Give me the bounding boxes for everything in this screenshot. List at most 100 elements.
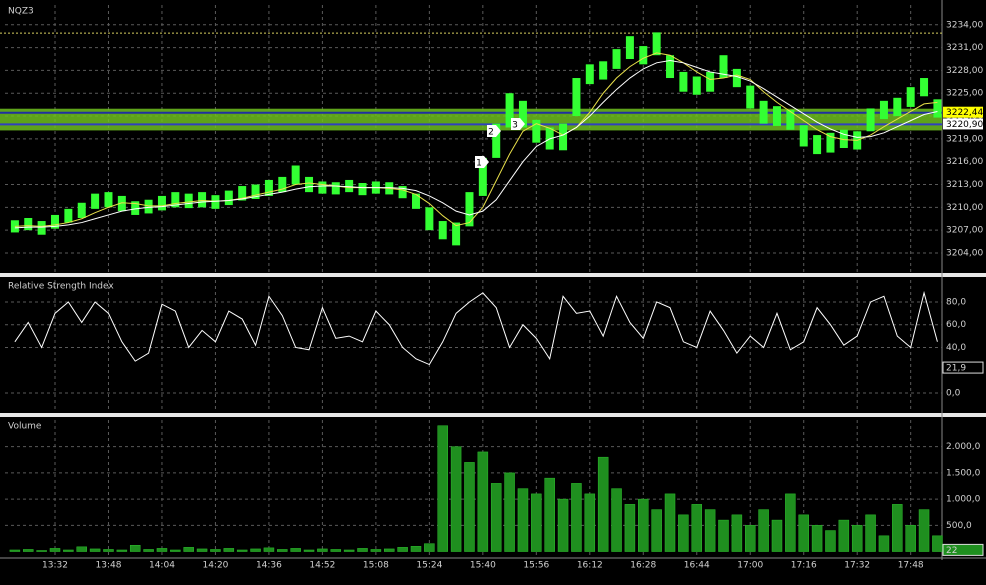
volume-bar — [116, 549, 128, 552]
x-tick-label: 16:12 — [577, 561, 603, 571]
price-bar — [291, 165, 300, 185]
price-bar — [933, 99, 942, 118]
volume-bar — [758, 509, 769, 552]
volume-bar — [838, 519, 850, 552]
y-tick-label: 0,0 — [946, 388, 961, 398]
volume-bar — [597, 456, 609, 552]
price-bar — [438, 221, 447, 240]
volume-bar — [384, 548, 395, 552]
trade-marker-label: 1 — [476, 159, 482, 169]
moving-average — [14, 52, 938, 227]
x-tick-label: 15:24 — [416, 561, 442, 571]
last-value-box — [942, 361, 984, 374]
price-bar — [492, 123, 501, 158]
y-tick-label: 3204,00 — [946, 248, 983, 258]
volume-bar — [277, 549, 288, 552]
price-bar — [839, 129, 848, 149]
price-bar — [224, 190, 233, 206]
last-value-label: 21,9 — [946, 364, 966, 374]
volume-bar — [250, 548, 261, 552]
price-bar — [652, 32, 661, 56]
y-tick-label: 500,0 — [946, 521, 972, 531]
price-bar — [144, 199, 153, 214]
volume-bar — [785, 493, 796, 552]
volume-bar — [664, 493, 676, 552]
volume-bar — [571, 483, 582, 552]
price-bar — [238, 186, 247, 201]
price-bar — [772, 106, 781, 126]
volume-bar — [624, 504, 636, 552]
volume-bar — [196, 548, 208, 552]
y-tick-label: 2.000,0 — [946, 442, 981, 452]
y-tick-label: 3207,00 — [946, 226, 983, 236]
y-tick-label: 3210,00 — [946, 203, 983, 213]
volume-bar — [771, 519, 783, 552]
x-tick-label: 13:48 — [96, 561, 122, 571]
volume-bar — [611, 488, 622, 552]
volume-bar — [76, 546, 87, 552]
price-bar — [184, 193, 193, 209]
volume-bar — [437, 425, 448, 552]
x-tick-label: 15:56 — [523, 561, 549, 571]
volume-bar — [290, 548, 301, 552]
volume-bar — [103, 549, 114, 552]
price-bar — [358, 183, 367, 196]
price-bar — [920, 78, 929, 97]
x-tick-label: 14:04 — [149, 561, 175, 571]
trade-arrow — [511, 118, 525, 130]
price-bar — [585, 64, 594, 85]
y-tick-label: 60,0 — [946, 320, 966, 330]
x-tick-label: 15:08 — [363, 561, 389, 571]
y-tick-label: 3231,00 — [946, 43, 983, 53]
price-bar — [331, 182, 340, 195]
x-tick-label: 17:16 — [791, 561, 817, 571]
volume-bar — [477, 451, 489, 552]
price-bar — [746, 85, 755, 109]
volume-bar — [531, 493, 542, 552]
y-tick-label: 1.500,0 — [946, 468, 981, 478]
y-tick-label: 1.000,0 — [946, 495, 981, 505]
volume-bar — [851, 525, 863, 552]
price-bar — [666, 55, 675, 79]
price-bar — [64, 208, 73, 223]
y-tick-label: 3225,00 — [946, 89, 983, 99]
price-bar — [305, 176, 314, 193]
price-bar — [625, 36, 634, 60]
panel-divider — [0, 273, 986, 277]
y-tick-label: 3234,00 — [946, 20, 983, 30]
price-bar — [826, 132, 835, 153]
volume-bar — [236, 549, 248, 552]
volume-bar — [651, 509, 662, 552]
x-tick-label: 17:00 — [737, 561, 763, 571]
price-bar — [278, 176, 287, 193]
price-bar — [692, 76, 701, 95]
moving-average — [14, 60, 938, 229]
volume-bar — [49, 548, 61, 552]
price-bar — [719, 55, 728, 79]
y-tick-label: 3213,00 — [946, 180, 983, 190]
price-bar — [879, 100, 888, 120]
volume-bar — [410, 546, 422, 552]
price-bar — [117, 195, 126, 212]
volume-bar — [89, 548, 101, 552]
volume-bar — [557, 498, 569, 552]
price-bar — [706, 71, 715, 92]
price-bar — [813, 135, 822, 155]
volume-bar — [370, 549, 382, 552]
volume-bar — [330, 549, 342, 552]
price-bar — [425, 207, 434, 231]
volume-bar — [504, 472, 515, 552]
price-bar — [264, 179, 273, 196]
price-bar — [24, 217, 33, 231]
volume-bar — [63, 549, 74, 552]
y-tick-label: 3228,00 — [946, 66, 983, 76]
price-bar — [131, 201, 140, 215]
volume-bar — [918, 509, 930, 552]
volume-bar — [905, 525, 916, 552]
price-bar — [478, 157, 487, 196]
price-bar — [104, 192, 113, 208]
volume-bar — [36, 550, 47, 552]
volume-bar — [156, 548, 168, 552]
trade-marker-label: 2 — [488, 128, 494, 138]
volume-bar — [183, 547, 194, 552]
